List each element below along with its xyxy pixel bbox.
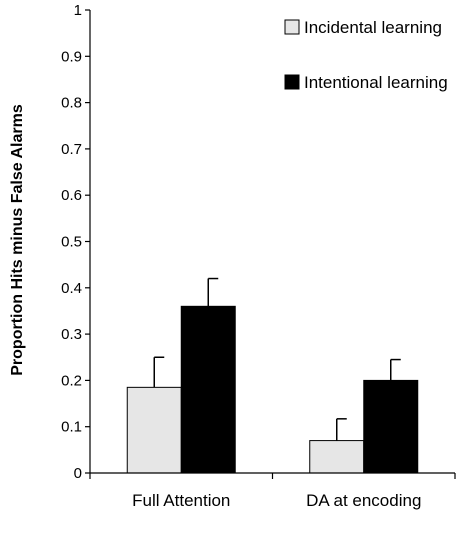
y-tick-label: 0.3 xyxy=(61,326,82,343)
y-tick-label: 0.9 xyxy=(61,48,82,65)
error-bars xyxy=(153,277,401,441)
y-tick-label: 0.1 xyxy=(61,419,82,436)
bar xyxy=(126,386,182,474)
legend: Incidental learning Intentional learning xyxy=(284,18,448,92)
legend-swatch xyxy=(284,19,300,35)
bar xyxy=(180,305,236,474)
bars xyxy=(126,305,419,474)
y-tick-label: 0.6 xyxy=(61,187,82,204)
y-tick-label: 1 xyxy=(74,2,82,19)
legend-swatch xyxy=(284,74,300,90)
x-axis: Full Attention DA at encoding xyxy=(89,472,456,510)
y-axis: 0 0.1 0.2 0.3 0.4 0.5 0.6 0.7 0.8 0.9 1 xyxy=(61,2,91,482)
legend-label: Incidental learning xyxy=(304,18,442,37)
legend-label: Intentional learning xyxy=(304,73,448,92)
y-axis-label: Proportion Hits minus False Alarms xyxy=(9,104,26,376)
x-category-label: Full Attention xyxy=(132,491,230,510)
y-tick-label: 0.8 xyxy=(61,95,82,112)
y-tick-label: 0.4 xyxy=(61,280,82,297)
bar xyxy=(309,440,365,474)
y-tick-label: 0.5 xyxy=(61,234,82,251)
y-tick-label: 0 xyxy=(74,465,82,482)
y-tick-label: 0.2 xyxy=(61,372,82,389)
x-category-label: DA at encoding xyxy=(306,491,421,510)
bar xyxy=(363,379,419,474)
y-tick-label: 0.7 xyxy=(61,141,82,158)
